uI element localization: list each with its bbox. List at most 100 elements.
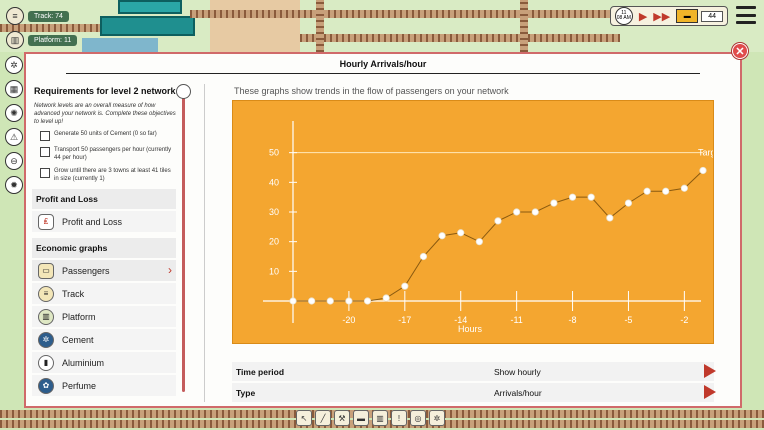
- requirement-item: Generate 50 units of Cement (0 so far): [40, 130, 176, 141]
- data-point: [345, 297, 353, 305]
- type-label: Type: [236, 387, 256, 398]
- type-arrow-icon[interactable]: [704, 385, 716, 399]
- no-entry-icon[interactable]: ⊖: [5, 152, 23, 170]
- sidebar-item-passengers[interactable]: ▭ Passengers ›: [32, 260, 176, 281]
- map-track: [0, 24, 100, 32]
- data-point: [624, 199, 633, 207]
- profit-loss-header: Profit and Loss: [32, 189, 176, 209]
- map-track: [300, 34, 620, 42]
- map-town-tile: [210, 0, 300, 52]
- passenger-icon: ▭: [38, 262, 54, 279]
- platform-counter-label: Platform: 11: [28, 34, 78, 46]
- data-point: [587, 193, 595, 201]
- menu-icon[interactable]: [736, 6, 756, 24]
- aluminium-icon: ▮: [38, 354, 54, 371]
- x-tick-label: -14: [454, 315, 467, 325]
- train-icon[interactable]: ▬: [353, 410, 369, 426]
- close-icon[interactable]: ✕: [732, 43, 748, 59]
- data-point: [550, 199, 558, 207]
- requirement-checkbox: [40, 168, 50, 178]
- map-track: [190, 10, 610, 18]
- x-tick-label: -17: [398, 315, 411, 325]
- data-point: [531, 208, 539, 216]
- type-row[interactable]: Type Arrivals/hour: [232, 383, 716, 402]
- station-icon[interactable]: ▥: [372, 410, 388, 426]
- build-track-icon[interactable]: ╱: [315, 410, 331, 426]
- chevron-right-icon: ›: [168, 263, 172, 277]
- gear-icon[interactable]: ✲: [5, 56, 23, 74]
- sidebar-item-profit-loss[interactable]: ₤ Profit and Loss: [32, 211, 176, 232]
- map-track: [520, 0, 528, 52]
- data-point: [419, 252, 428, 261]
- data-point: [513, 208, 521, 216]
- x-tick-label: -20: [342, 315, 355, 325]
- target-label: Target: [698, 148, 714, 158]
- sidebar-item-label: Platform: [62, 311, 96, 322]
- sidebar-item-label: Track: [62, 288, 85, 299]
- signal-icon[interactable]: !: [391, 410, 407, 426]
- y-tick-label: 10: [269, 266, 279, 276]
- perfume-icon: ✿: [38, 377, 54, 394]
- platform-counter[interactable]: ▥ Platform: 11: [6, 30, 78, 50]
- x-tick-label: -2: [680, 315, 688, 325]
- series-line: [293, 170, 704, 302]
- y-tick-label: 40: [269, 177, 279, 187]
- left-toolbar: ✲ ▦ ✺ ⚠ ⊖ ✹: [5, 56, 23, 194]
- requirement-text: Grow until there are 3 towns at least 41…: [54, 168, 171, 182]
- gear-settings-icon[interactable]: ✺: [5, 104, 23, 122]
- data-point: [680, 184, 688, 192]
- y-tick-label: 20: [269, 237, 279, 247]
- time-period-row[interactable]: Time period Show hourly: [232, 362, 716, 381]
- bank-icon[interactable]: ▦: [5, 80, 23, 98]
- type-value: Arrivals/hour: [494, 387, 542, 398]
- bulldoze-icon[interactable]: ⚒: [334, 410, 350, 426]
- map-track: [316, 0, 324, 52]
- time-period-label: Time period: [236, 366, 285, 377]
- y-tick-label: 50: [269, 148, 279, 158]
- sidebar-item-cement[interactable]: ✲ Cement: [32, 329, 176, 350]
- data-point: [382, 294, 390, 302]
- y-tick-label: 30: [269, 207, 279, 217]
- requirement-item: Grow until there are 3 towns at least 41…: [40, 167, 176, 183]
- settings-icon[interactable]: ✲: [429, 410, 445, 426]
- data-point: [699, 166, 707, 175]
- cursor-icon[interactable]: ↖: [296, 410, 312, 426]
- sidebar-item-label: Perfume: [62, 380, 97, 391]
- cement-icon: ✲: [38, 331, 54, 348]
- sidebar-item-platform[interactable]: ▥ Platform: [32, 306, 176, 327]
- sidebar-item-aluminium[interactable]: ▮ Aluminium: [32, 352, 176, 373]
- sidebar-item-perfume[interactable]: ✿ Perfume: [32, 375, 176, 396]
- panel-title: Hourly Arrivals/hour: [339, 59, 427, 69]
- sidebar-scroll-handle[interactable]: [176, 84, 191, 99]
- track-icon: ≡: [38, 285, 54, 302]
- chart-svg: Target 10 20 30 40 50 -20 -17 -14 -11 -8 -5 -2 Hours: [263, 121, 714, 334]
- x-tick-label: -8: [569, 315, 577, 325]
- title-divider: [66, 73, 700, 74]
- sidebar-item-label: Passengers: [62, 265, 110, 276]
- graphs-panel: Hourly Arrivals/hour Requirements for le…: [24, 52, 742, 408]
- data-point: [662, 187, 670, 195]
- track-icon: ≡: [6, 7, 24, 25]
- data-point: [494, 217, 502, 225]
- sidebar-item-track[interactable]: ≡ Track: [32, 283, 176, 304]
- time-period-arrow-icon[interactable]: [704, 364, 716, 378]
- sidebar: Requirements for level 2 network Network…: [32, 84, 176, 404]
- bottom-toolbar: ↖ ╱ ⚒ ▬ ▥ ! ◎ ✲: [296, 410, 445, 428]
- requirements-description: Network levels are an overall measure of…: [34, 103, 176, 125]
- data-point: [457, 229, 465, 237]
- play-icon[interactable]: ▶: [638, 10, 648, 23]
- graph-options: Time period Show hourly Type Arrivals/ho…: [232, 362, 716, 404]
- sidebar-item-label: Profit and Loss: [62, 216, 123, 227]
- warning-icon[interactable]: ⚠: [5, 128, 23, 146]
- time-controls: 11 08 AM ▶ ▶▶ ▬ 44: [609, 6, 728, 26]
- data-point: [326, 297, 334, 305]
- view-icon[interactable]: ◎: [410, 410, 426, 426]
- data-point: [606, 214, 614, 222]
- sidebar-scrollbar[interactable]: [182, 90, 185, 392]
- x-tick-label: -5: [624, 315, 632, 325]
- fast-forward-icon[interactable]: ▶▶: [653, 10, 671, 23]
- track-counter[interactable]: ≡ Track: 74: [6, 6, 69, 26]
- data-point: [308, 297, 316, 305]
- gear-alt-icon[interactable]: ✹: [5, 176, 23, 194]
- money-value: 44: [701, 10, 723, 22]
